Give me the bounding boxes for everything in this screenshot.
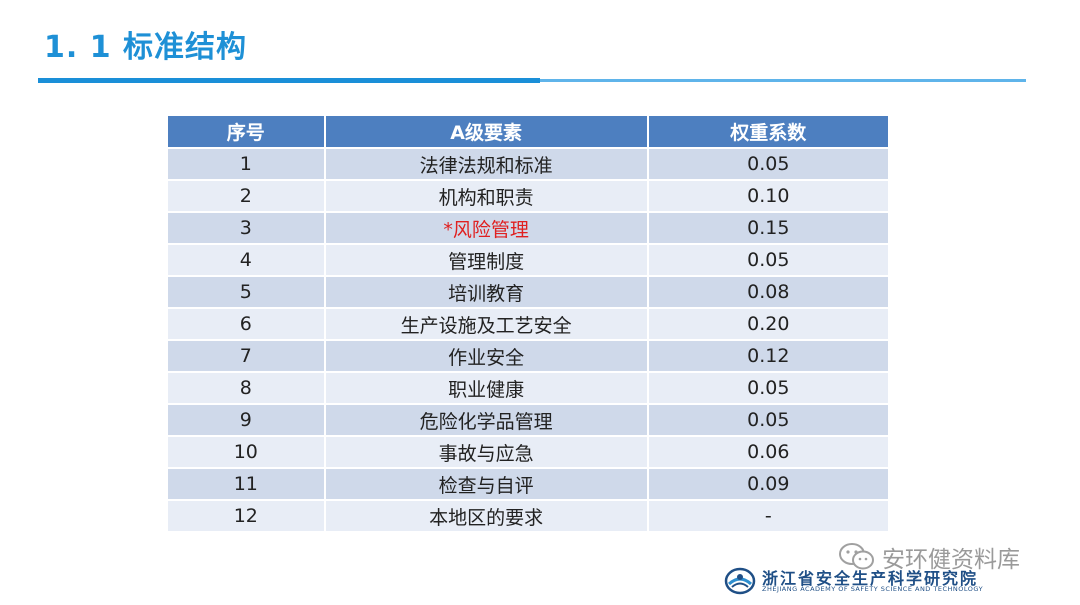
cell-weight: 0.20: [648, 309, 888, 339]
cell-element: 生产设施及工艺安全: [325, 309, 649, 339]
standard-structure-table: 序号 A级要素 权重系数 1 法律法规和标准 0.05 2 机构和职责 0.10 3 *风险管…: [168, 114, 888, 533]
header-weight: 权重系数: [648, 116, 888, 147]
cell-weight: 0.09: [648, 469, 888, 499]
table-row: 2 机构和职责 0.10: [168, 181, 888, 211]
cell-element: 事故与应急: [325, 437, 649, 467]
institution-name-cn: 浙江省安全生产科学研究院: [762, 569, 979, 588]
cell-weight: 0.12: [648, 341, 888, 371]
institution-name-en: ZHEJIANG ACADEMY OF SAFETY SCIENCE AND T…: [762, 585, 984, 593]
cell-weight: 0.05: [648, 245, 888, 275]
watermark-text: 安环健资料库: [882, 547, 1020, 573]
cell-index: 5: [168, 277, 326, 307]
cell-index: 1: [168, 149, 326, 179]
cell-element: 机构和职责: [325, 181, 649, 211]
cell-element: 检查与自评: [325, 469, 649, 499]
institution-footer: 浙江省安全生产科学研究院 ZHEJIANG ACADEMY OF SAFETY …: [724, 565, 1014, 599]
table-row: 11 检查与自评 0.09: [168, 469, 888, 499]
cell-element: 本地区的要求: [325, 501, 649, 531]
cell-index: 8: [168, 373, 326, 403]
cell-index: 9: [168, 405, 326, 435]
cell-element: 危险化学品管理: [325, 405, 649, 435]
cell-element: 管理制度: [325, 245, 649, 275]
watermark: 安环健资料库: [838, 540, 1020, 574]
cell-weight: 0.05: [648, 373, 888, 403]
title-underline: [38, 78, 1026, 84]
wechat-icon: [838, 542, 876, 572]
table-row: 12 本地区的要求 -: [168, 501, 888, 531]
cell-weight: -: [648, 501, 888, 531]
cell-element: 职业健康: [325, 373, 649, 403]
cell-index: 3: [168, 213, 326, 243]
table-row: 4 管理制度 0.05: [168, 245, 888, 275]
title-underline-light: [540, 79, 1026, 82]
table-body: 1 法律法规和标准 0.05 2 机构和职责 0.10 3 *风险管理 0.15 4 管理制度 0.0…: [168, 149, 888, 531]
cell-element: 培训教育: [325, 277, 649, 307]
cell-index: 11: [168, 469, 326, 499]
table-row: 1 法律法规和标准 0.05: [168, 149, 888, 179]
cell-element: 法律法规和标准: [325, 149, 649, 179]
cell-index: 4: [168, 245, 326, 275]
table-row: 7 作业安全 0.12: [168, 341, 888, 371]
header-index: 序号: [168, 116, 326, 147]
cell-element: *风险管理: [325, 213, 649, 243]
cell-index: 12: [168, 501, 326, 531]
table-row: 10 事故与应急 0.06: [168, 437, 888, 467]
table-header-row: 序号 A级要素 权重系数: [168, 116, 888, 147]
table-row: 5 培训教育 0.08: [168, 277, 888, 307]
table-row: 3 *风险管理 0.15: [168, 213, 888, 243]
title-underline-dark: [38, 78, 540, 83]
cell-weight: 0.08: [648, 277, 888, 307]
cell-weight: 0.05: [648, 149, 888, 179]
cell-index: 6: [168, 309, 326, 339]
cell-index: 7: [168, 341, 326, 371]
header-element: A级要素: [325, 116, 649, 147]
cell-index: 10: [168, 437, 326, 467]
cell-weight: 0.15: [648, 213, 888, 243]
cell-index: 2: [168, 181, 326, 211]
slide-title: 1. 1 标准结构: [44, 30, 248, 65]
table-row: 6 生产设施及工艺安全 0.20: [168, 309, 888, 339]
table-row: 9 危险化学品管理 0.05: [168, 405, 888, 435]
cell-weight: 0.05: [648, 405, 888, 435]
institution-logo: [724, 566, 756, 600]
cell-element: 作业安全: [325, 341, 649, 371]
cell-weight: 0.06: [648, 437, 888, 467]
cell-weight: 0.10: [648, 181, 888, 211]
table-row: 8 职业健康 0.05: [168, 373, 888, 403]
